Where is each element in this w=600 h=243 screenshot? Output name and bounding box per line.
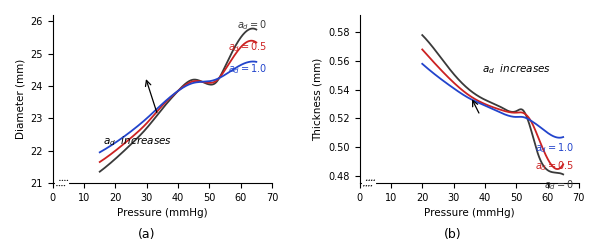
- Text: $a_d = 0$: $a_d = 0$: [238, 18, 268, 32]
- X-axis label: Pressure (mmHg): Pressure (mmHg): [117, 208, 208, 218]
- Text: $a_d = 0.5$: $a_d = 0.5$: [535, 159, 574, 173]
- Text: $a_d = 0.5$: $a_d = 0.5$: [228, 40, 268, 54]
- Text: $a_d = 1.0$: $a_d = 1.0$: [535, 141, 574, 155]
- Text: $a_d$  increases: $a_d$ increases: [103, 134, 172, 148]
- Y-axis label: Thickness (mm): Thickness (mm): [313, 57, 323, 141]
- X-axis label: Pressure (mmHg): Pressure (mmHg): [424, 208, 515, 218]
- Text: $a_d = 1.0$: $a_d = 1.0$: [228, 62, 268, 76]
- Y-axis label: Diameter (mm): Diameter (mm): [15, 59, 25, 139]
- Text: $a_d = 0$: $a_d = 0$: [544, 178, 574, 192]
- Text: $a_d$  increases: $a_d$ increases: [482, 63, 551, 77]
- Text: (a): (a): [138, 228, 156, 241]
- Text: (b): (b): [444, 228, 462, 241]
